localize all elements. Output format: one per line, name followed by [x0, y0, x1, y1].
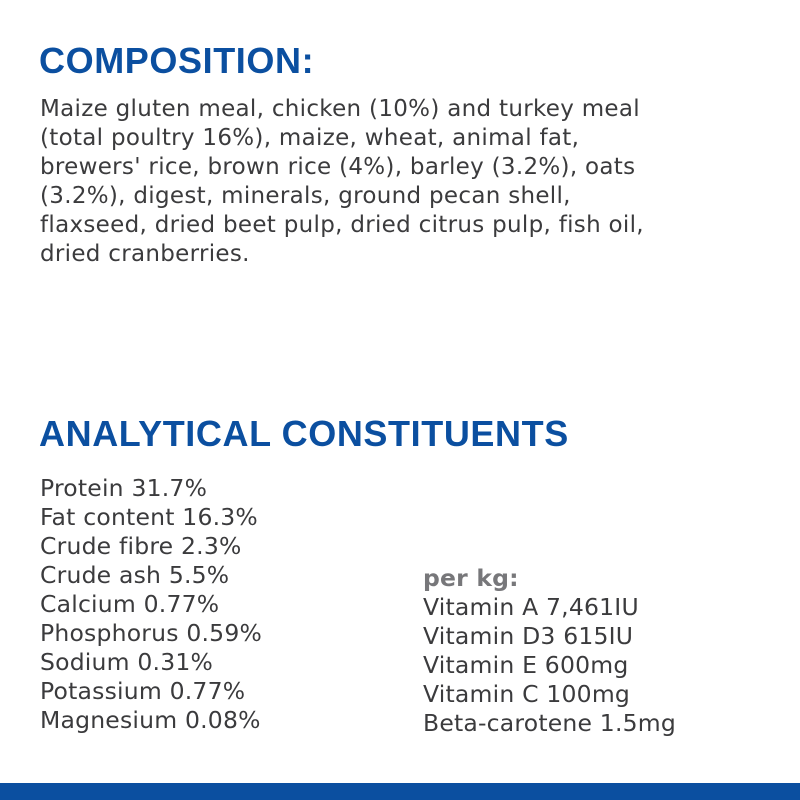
composition-heading: COMPOSITION:	[39, 40, 315, 81]
per-kg-label: per kg:	[423, 564, 519, 592]
composition-line: Maize gluten meal, chicken (10%) and tur…	[40, 96, 640, 122]
constituent-item: Calcium 0.77%	[40, 590, 220, 618]
constituent-item: Fat content 16.3%	[40, 503, 258, 531]
composition-line: (3.2%), digest, minerals, ground pecan s…	[40, 183, 571, 209]
composition-line: dried cranberries.	[40, 241, 250, 267]
composition-line: (total poultry 16%), maize, wheat, anima…	[40, 125, 580, 151]
composition-line: brewers' rice, brown rice (4%), barley (…	[40, 154, 636, 180]
composition-line: flaxseed, dried beet pulp, dried citrus …	[40, 212, 644, 238]
constituent-item: Potassium 0.77%	[40, 677, 246, 705]
constituents-list: Protein 31.7% Fat content 16.3% Crude fi…	[40, 474, 262, 735]
additive-item: Vitamin A 7,461IU	[423, 593, 639, 621]
constituent-item: Sodium 0.31%	[40, 648, 214, 676]
constituent-item: Magnesium 0.08%	[40, 706, 261, 734]
additive-item: Vitamin D3 615IU	[423, 622, 634, 650]
constituent-item: Phosphorus 0.59%	[40, 619, 262, 647]
additive-item: Vitamin C 100mg	[423, 680, 631, 708]
footer-bar	[0, 783, 800, 800]
constituent-item: Protein 31.7%	[40, 474, 208, 502]
additives-list: per kg: Vitamin A 7,461IU Vitamin D3 615…	[423, 564, 676, 738]
composition-text: Maize gluten meal, chicken (10%) and tur…	[40, 95, 644, 269]
additive-item: Beta-carotene 1.5mg	[423, 709, 676, 737]
constituent-item: Crude fibre 2.3%	[40, 532, 242, 560]
analytical-heading: ANALYTICAL CONSTITUENTS	[39, 413, 569, 454]
additive-item: Vitamin E 600mg	[423, 651, 629, 679]
constituent-item: Crude ash 5.5%	[40, 561, 230, 589]
